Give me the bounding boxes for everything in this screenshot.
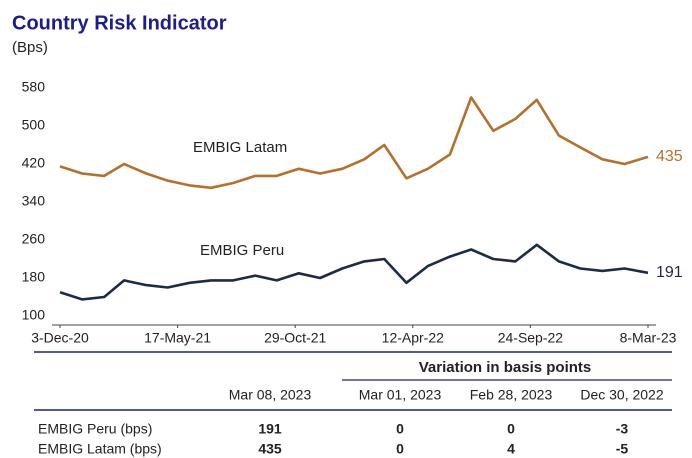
x-tick-label: 8-Mar-23	[620, 330, 677, 346]
table-row-label: EMBIG Latam (bps)	[38, 441, 162, 457]
x-tick-label: 12-Apr-22	[382, 330, 444, 346]
x-tick-label: 17-May-21	[144, 330, 211, 346]
table-cell: -3	[616, 421, 629, 437]
series-line	[59, 96, 649, 190]
series-label: EMBIG Latam	[193, 139, 287, 156]
x-tick-label: 29-Oct-21	[264, 330, 326, 346]
table-cell: 0	[396, 441, 404, 457]
y-tick-label: 340	[22, 193, 46, 209]
end-value-label: 435	[656, 148, 683, 165]
table-row-label: EMBIG Peru (bps)	[38, 421, 152, 437]
table-cell: 4	[507, 441, 515, 457]
x-tick-label: 24-Sep-22	[498, 330, 564, 346]
y-tick-label: 180	[22, 269, 46, 285]
series-line	[59, 243, 649, 301]
chart-subtitle: (Bps)	[12, 39, 48, 56]
table-cell: -5	[616, 441, 629, 457]
series-label: EMBIG Peru	[200, 242, 284, 259]
y-tick-label: 580	[22, 79, 46, 95]
table-cell: 191	[258, 421, 282, 437]
table-column-header: Dec 30, 2022	[580, 387, 663, 403]
x-tick-label: 3-Dec-20	[31, 330, 89, 346]
table-group-header: Variation in basis points	[419, 359, 592, 376]
y-tick-label: 500	[22, 117, 46, 133]
end-value-label: 191	[656, 264, 683, 281]
table-cell: 435	[258, 441, 282, 457]
table-cell: 0	[396, 421, 404, 437]
table-column-header: Feb 28, 2023	[470, 387, 553, 403]
table-column-header: Mar 08, 2023	[229, 387, 312, 403]
table-cell: 0	[507, 421, 515, 437]
y-tick-label: 420	[22, 155, 46, 171]
chart-title: Country Risk Indicator	[12, 12, 227, 34]
y-tick-label: 260	[22, 231, 46, 247]
table-column-header: Mar 01, 2023	[359, 387, 442, 403]
y-tick-label: 100	[22, 307, 46, 323]
